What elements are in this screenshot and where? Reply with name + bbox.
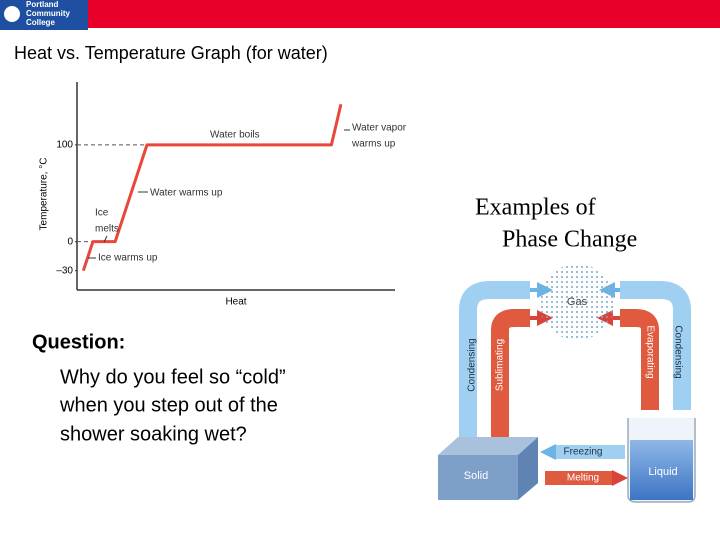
annotation: Ice (95, 208, 109, 219)
liquid (630, 440, 693, 500)
annotation: Ice warms up (98, 253, 158, 264)
phase-title: Phase Change (502, 227, 637, 253)
process-label: Condensing (672, 325, 683, 378)
process-label: Sublimating (495, 339, 506, 391)
process-label: Condensing (467, 338, 478, 391)
process-label: Freezing (564, 447, 603, 458)
arrow (491, 309, 530, 440)
process-label: Melting (567, 473, 599, 484)
heating-curve (81, 103, 343, 272)
annotation: melts (95, 224, 119, 235)
chart: –30 0 100 Temperature, °C Heat Water boils Wat… (39, 82, 407, 308)
arrow (459, 281, 530, 440)
header-bar (0, 0, 720, 28)
annotation: warms up (351, 139, 396, 150)
state-label: Liquid (648, 466, 677, 478)
solid (518, 437, 538, 500)
logo-text: Portland (26, 0, 59, 9)
annotation: Water warms up (150, 188, 223, 199)
phase-title: Examples of (475, 195, 596, 221)
solid (438, 437, 538, 455)
logo-text: Community (26, 9, 71, 18)
annotation: Water vapor (352, 123, 407, 134)
question-text: Why do you feel so “cold” (60, 366, 286, 388)
question-text: when you step out of the (59, 394, 278, 416)
y-tick-label: –30 (56, 265, 73, 276)
logo-icon (4, 6, 20, 22)
question-text: shower soaking wet? (60, 423, 247, 445)
question-label: Question: (32, 331, 125, 353)
y-axis-label: Temperature, °C (39, 158, 50, 231)
state-label: Gas (567, 296, 588, 308)
x-axis-label: Heat (225, 297, 246, 308)
arrow (620, 309, 659, 410)
process-label: Evaporating (644, 325, 655, 378)
y-tick-label: 100 (56, 140, 73, 151)
phase-diagram: Gas Condensing Sublimating Evaporating C… (438, 264, 696, 503)
state-label: Solid (464, 470, 488, 482)
logo-text: College (26, 18, 55, 27)
leader-line (103, 235, 108, 243)
slide-title: Heat vs. Temperature Graph (for water) (14, 43, 328, 63)
gas (539, 264, 615, 340)
solid (438, 455, 518, 500)
arrow (620, 281, 691, 410)
y-tick-label: 0 (67, 236, 73, 247)
annotation: Water boils (210, 130, 260, 141)
